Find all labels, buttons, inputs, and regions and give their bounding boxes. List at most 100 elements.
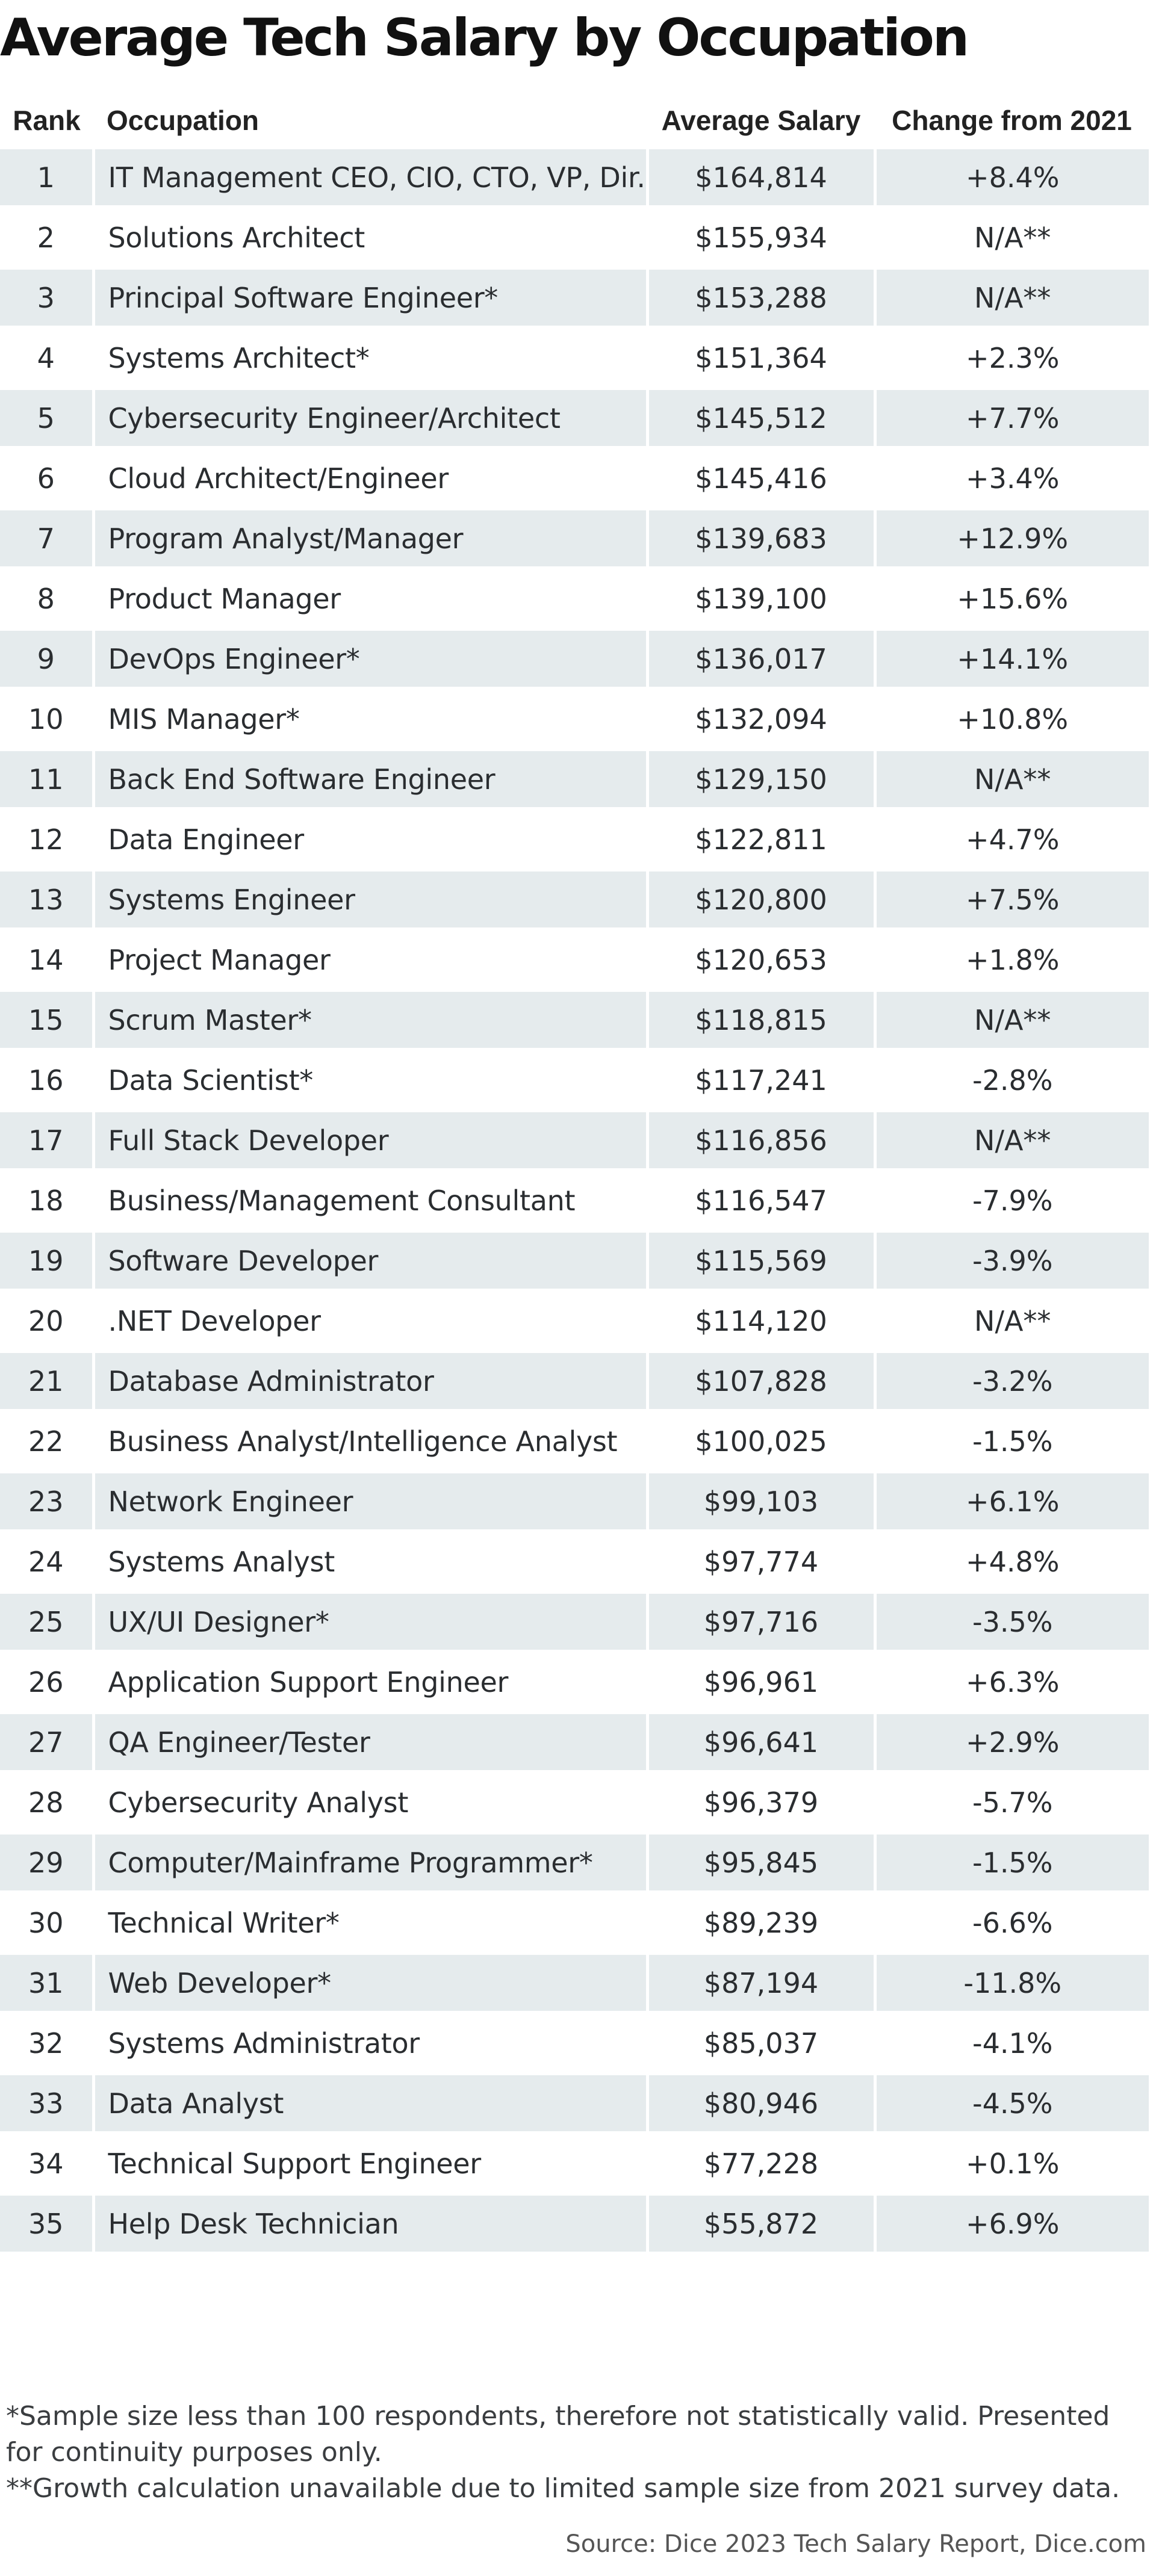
table-row: 29 Computer/Mainframe Programmer* $95,845-… <box>0 1832 1149 1895</box>
salary-cell: $114,120 <box>645 1290 875 1353</box>
salary-cell: $120,653 <box>645 929 875 992</box>
salary-cell: $118,815 <box>645 989 875 1052</box>
change-cell: +2.3% <box>873 327 1149 390</box>
rank-cell: 4 <box>0 327 93 390</box>
table-row: 26 Application Support Engineer $96,961 +6.… <box>0 1652 1149 1714</box>
change-cell: +14.1% <box>873 628 1149 691</box>
change-cell: N/A** <box>873 989 1149 1052</box>
occupation-cell: Network Engineer <box>92 1471 647 1534</box>
change-cell: -3.9% <box>873 1230 1149 1293</box>
table-body: 1 IT Management CEO, CIO, CTO, VP, Dir. $1… <box>0 149 1149 2256</box>
occupation-cell: QA Engineer/Tester <box>92 1712 647 1774</box>
salary-cell: $77,228 <box>645 2133 875 2196</box>
table-row: 12 Data Engineer $122,811 +4.7% <box>0 809 1149 872</box>
rank-cell: 33 <box>0 2073 93 2135</box>
salary-cell: $96,641 <box>645 1712 875 1774</box>
occupation-cell: Systems Engineer <box>92 869 647 932</box>
table-row: 25 UX/UI Designer* $97,716 -3.5% <box>0 1591 1149 1654</box>
rank-cell: 26 <box>0 1652 93 1714</box>
salary-cell: $153,288 <box>645 267 875 330</box>
change-cell: -11.8% <box>873 1952 1149 2015</box>
table-row: 16 Data Scientist* $117,241 -2.8% <box>0 1050 1149 1112</box>
rank-cell: 17 <box>0 1110 93 1172</box>
table-row: 28 Cybersecurity Analyst $96,379 -5.7% <box>0 1772 1149 1834</box>
rank-cell: 32 <box>0 2013 93 2075</box>
table-row: 15 Scrum Master* $118,815 N/A** <box>0 989 1149 1052</box>
table-row: 11 Back End Software Engineer $129,150 N/A*… <box>0 749 1149 811</box>
rank-cell: 22 <box>0 1411 93 1473</box>
table-row: 21 Database Administrator $107,828 -3.2% <box>0 1351 1149 1413</box>
table-row: 23 Network Engineer $99,103 +6.1% <box>0 1471 1149 1534</box>
change-cell: -3.5% <box>873 1591 1149 1654</box>
change-cell: +4.8% <box>873 1531 1149 1594</box>
table-row: 20 .NET Developer $114,120 N/A** <box>0 1290 1149 1353</box>
salary-cell: $99,103 <box>645 1471 875 1534</box>
table-row: 24 Systems Analyst $97,774 +4.8% <box>0 1531 1149 1594</box>
footnotes: *Sample size less than 100 respondents, … <box>6 2398 1150 2507</box>
occupation-cell: Full Stack Developer <box>92 1110 647 1172</box>
rank-cell: 29 <box>0 1832 93 1895</box>
change-cell: -4.5% <box>873 2073 1149 2135</box>
table-row: 31 Web Developer* $87,194 -11.8% <box>0 1952 1149 2015</box>
occupation-cell: Solutions Architect <box>92 207 647 270</box>
salary-cell: $116,856 <box>645 1110 875 1172</box>
occupation-cell: Cybersecurity Engineer/Architect <box>92 388 647 450</box>
table-row: 3 Principal Software Engineer* $153,288 N/A… <box>0 267 1149 330</box>
table-row: 30 Technical Writer* $89,239 -6.6% <box>0 1892 1149 1955</box>
salary-cell: $155,934 <box>645 207 875 270</box>
table-header: Rank Occupation Average Salary Change fr… <box>0 91 1149 149</box>
table-row: 32 Systems Administrator $85,037 -4.1% <box>0 2013 1149 2075</box>
rank-cell: 35 <box>0 2193 93 2256</box>
occupation-cell: Product Manager <box>92 568 647 631</box>
table-row: 2 Solutions Architect $155,934 N/A** <box>0 207 1149 270</box>
rank-cell: 12 <box>0 809 93 872</box>
rank-cell: 15 <box>0 989 93 1052</box>
rank-cell: 16 <box>0 1050 93 1112</box>
occupation-cell: Systems Analyst <box>92 1531 647 1594</box>
change-cell: +8.4% <box>873 149 1149 209</box>
table-row: 5 Cybersecurity Engineer/Architect $145,51… <box>0 388 1149 450</box>
change-cell: N/A** <box>873 267 1149 330</box>
change-cell: -5.7% <box>873 1772 1149 1834</box>
occupation-cell: Systems Architect* <box>92 327 647 390</box>
rank-cell: 2 <box>0 207 93 270</box>
occupation-cell: Principal Software Engineer* <box>92 267 647 330</box>
change-cell: -7.9% <box>873 1170 1149 1233</box>
salary-cell: $120,800 <box>645 869 875 932</box>
occupation-cell: Data Analyst <box>92 2073 647 2135</box>
salary-cell: $116,547 <box>645 1170 875 1233</box>
change-cell: +4.7% <box>873 809 1149 872</box>
occupation-cell: Technical Writer* <box>92 1892 647 1955</box>
salary-cell: $115,569 <box>645 1230 875 1293</box>
rank-cell: 7 <box>0 508 93 571</box>
occupation-cell: Technical Support Engineer <box>92 2133 647 2196</box>
change-cell: +12.9% <box>873 508 1149 571</box>
salary-cell: $96,961 <box>645 1652 875 1714</box>
occupation-cell: Cybersecurity Analyst <box>92 1772 647 1834</box>
rank-cell: 5 <box>0 388 93 450</box>
salary-cell: $132,094 <box>645 689 875 751</box>
change-cell: +7.7% <box>873 388 1149 450</box>
change-cell: +6.1% <box>873 1471 1149 1534</box>
table-row: 19 Software Developer $115,569 -3.9% <box>0 1230 1149 1293</box>
rank-cell: 30 <box>0 1892 93 1955</box>
salary-cell: $100,025 <box>645 1411 875 1473</box>
occupation-cell: Business Analyst/Intelligence Analyst <box>92 1411 647 1473</box>
change-cell: +2.9% <box>873 1712 1149 1774</box>
occupation-cell: Back End Software Engineer <box>92 749 647 811</box>
occupation-cell: Help Desk Technician <box>92 2193 647 2256</box>
footnote-sample-size: *Sample size less than 100 respondents, … <box>6 2401 1110 2468</box>
salary-cell: $97,774 <box>645 1531 875 1594</box>
change-cell: +6.3% <box>873 1652 1149 1714</box>
rank-cell: 6 <box>0 448 93 510</box>
change-cell: +10.8% <box>873 689 1149 751</box>
occupation-cell: MIS Manager* <box>92 689 647 751</box>
rank-cell: 31 <box>0 1952 93 2015</box>
change-cell: -4.1% <box>873 2013 1149 2075</box>
salary-cell: $139,100 <box>645 568 875 631</box>
occupation-cell: UX/UI Designer* <box>92 1591 647 1654</box>
occupation-cell: Data Engineer <box>92 809 647 872</box>
change-cell: +15.6% <box>873 568 1149 631</box>
change-cell: N/A** <box>873 749 1149 811</box>
rank-cell: 28 <box>0 1772 93 1834</box>
